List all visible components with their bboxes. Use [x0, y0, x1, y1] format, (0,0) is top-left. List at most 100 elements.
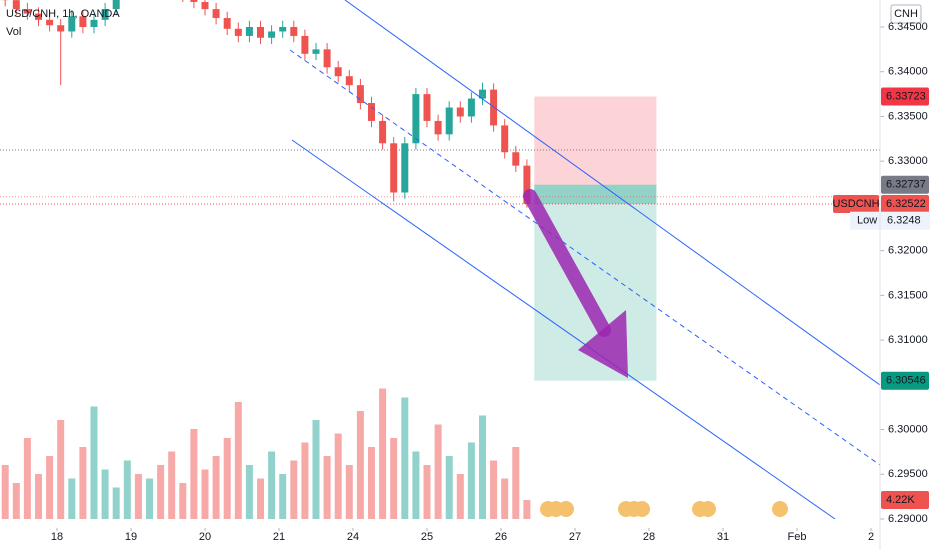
low-bg	[850, 211, 930, 230]
volume-bar	[112, 487, 120, 519]
currency: CNH	[894, 8, 918, 20]
volume-tag-bg	[881, 491, 929, 510]
volume-bar	[212, 456, 220, 519]
volume-bar	[245, 465, 253, 519]
x-tick-label: 2	[868, 531, 874, 543]
candle-body	[368, 103, 375, 121]
volume-bar	[290, 460, 298, 519]
candle-body	[356, 85, 364, 104]
volume-bar	[479, 415, 486, 519]
volume-bar	[23, 438, 31, 519]
x-tick-label: 19	[125, 531, 137, 543]
overlay: 6.337236.327376.305466.3252228:47USDCNHL…	[832, 87, 930, 510]
candle-body	[479, 89, 486, 99]
candle-body	[501, 125, 509, 153]
candle-body	[12, 0, 20, 10]
volume-bar	[201, 469, 209, 519]
candle-body	[245, 27, 253, 36]
candles	[1, 0, 531, 208]
currency-box[interactable]	[890, 4, 922, 24]
volume-bars	[1, 388, 531, 519]
volume-bar	[234, 402, 242, 519]
volume-bar	[1, 465, 9, 519]
candle-body	[445, 107, 453, 135]
candle-body	[201, 1, 209, 10]
volume-bar	[323, 456, 331, 519]
volume-bar	[46, 456, 54, 519]
volume-bar	[434, 424, 442, 519]
volume-bar	[12, 483, 20, 519]
candle-body	[279, 27, 287, 32]
candle-body	[512, 152, 520, 166]
candle-body	[234, 28, 242, 36]
volume-bar	[168, 451, 176, 519]
volume-bar	[134, 474, 142, 519]
volume-bar	[101, 469, 109, 519]
volume-bar	[401, 397, 409, 519]
volume-bar	[268, 451, 276, 519]
candle-body	[301, 35, 309, 54]
candle-body	[456, 107, 464, 117]
x-tick-label: 31	[717, 531, 729, 543]
volume-bar	[456, 474, 464, 519]
volume-bar	[179, 483, 187, 519]
volume-bar	[157, 465, 165, 519]
volume-bar	[512, 447, 520, 519]
entry-price: 6.32737	[886, 179, 926, 191]
volume-bar	[467, 442, 475, 519]
y-tick-label: 6.34500	[888, 21, 928, 33]
volume-bar	[57, 420, 65, 519]
candle-body	[35, 13, 42, 20]
y-tick-label: 6.30000	[888, 423, 928, 435]
volume-bar	[345, 465, 353, 519]
position-tool	[0, 96, 880, 381]
entry-price-bg	[881, 175, 929, 194]
volume-bar	[35, 474, 42, 519]
y-tick-label: 6.33500	[888, 110, 928, 122]
candle-body	[290, 27, 298, 36]
stop-price-bg	[881, 87, 929, 106]
candle-body	[434, 120, 442, 135]
volume-bar	[368, 447, 375, 519]
y-tick-label: 6.29500	[888, 468, 928, 480]
volume-tag: 4.22K	[886, 494, 915, 506]
volume-bar	[223, 438, 231, 519]
stop-zone	[534, 96, 657, 185]
candle-body	[190, 0, 198, 2]
volume-bar	[301, 442, 309, 519]
candle-body	[268, 31, 276, 38]
volume-bar	[190, 429, 198, 519]
volume-bar	[501, 478, 509, 519]
channel-lower	[291, 139, 836, 520]
symbol-bg	[833, 194, 879, 213]
candle-body	[467, 98, 475, 117]
candle-body	[101, 9, 109, 20]
volume-bar	[279, 474, 287, 519]
forecast-arrow	[523, 189, 628, 378]
volume-bar	[90, 406, 98, 519]
candle-body	[345, 76, 353, 86]
x-tick-label: 21	[273, 531, 285, 543]
symbol: USDCNH	[832, 198, 879, 210]
y-tick-label: 6.32000	[888, 245, 928, 257]
x-tick-label: 25	[421, 531, 433, 543]
y-tick-label: 6.34000	[888, 66, 928, 78]
volume-bar	[523, 500, 531, 519]
x-tick-label: 28	[643, 531, 655, 543]
candle-body	[223, 18, 231, 29]
y-tick-label: 6.31500	[888, 289, 928, 301]
events	[540, 501, 788, 517]
candle-body	[90, 19, 98, 27]
target-price-bg	[881, 371, 929, 390]
volume-bar	[423, 465, 431, 519]
volume-bar	[123, 460, 131, 519]
stop-price: 6.33723	[886, 90, 926, 102]
x-tick-label: 27	[569, 531, 581, 543]
y-tick-label: 6.31000	[888, 334, 928, 346]
volume-bar	[445, 456, 453, 519]
candle-body	[523, 165, 531, 204]
x-tick-label: Feb	[788, 531, 807, 543]
x-tick-label: 20	[199, 531, 211, 543]
